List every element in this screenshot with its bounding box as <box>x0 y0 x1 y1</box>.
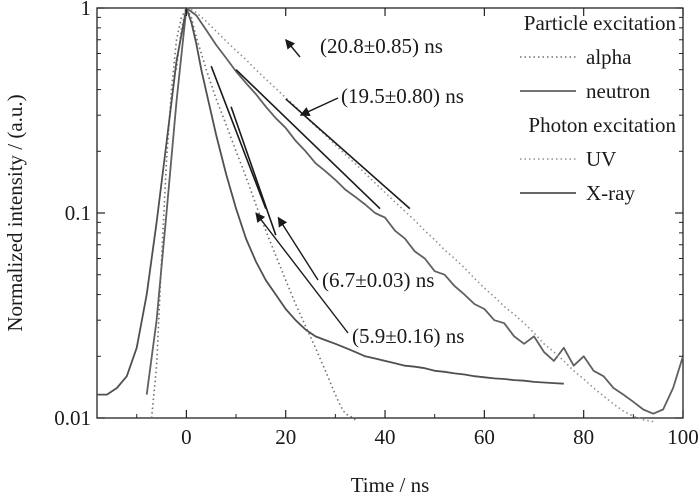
series-alpha <box>150 7 356 421</box>
legend-entry-label: neutron <box>586 79 651 103</box>
annotation-label: (20.8±0.85) ns <box>320 34 443 58</box>
x-tick-label: 60 <box>474 425 495 449</box>
series-x-ray <box>97 7 564 396</box>
annotation-label: (6.7±0.03) ns <box>322 268 434 292</box>
fit-lines <box>210 65 411 236</box>
x-tick-label: 0 <box>181 425 192 449</box>
annotation-arrow <box>285 39 301 58</box>
x-tick-label: 40 <box>375 425 396 449</box>
x-tick-label: 80 <box>573 425 594 449</box>
series-uv <box>175 7 654 423</box>
x-axis-label: Time / ns <box>351 473 430 496</box>
fit-line <box>235 69 381 210</box>
y-axis-label: Normalized intensity / (a.u.) <box>3 94 27 331</box>
y-tick-label: 1 <box>81 0 92 20</box>
legend-entry-label: UV <box>586 147 616 171</box>
fit-line <box>230 106 277 236</box>
annotation-arrow <box>277 216 319 281</box>
fit-line <box>210 65 267 209</box>
legend-entry-label: X-ray <box>586 181 635 205</box>
legend-entry-label: alpha <box>586 45 632 69</box>
annotation-label: (19.5±0.80) ns <box>341 84 464 108</box>
annotation-label: (5.9±0.16) ns <box>352 324 464 348</box>
legend: Particle excitation alpha neutron Photon ex… <box>520 11 676 205</box>
series-neutron <box>145 7 684 415</box>
y-tick-label: 0.1 <box>65 201 91 225</box>
legend-group-heading: Photon excitation <box>528 113 676 137</box>
plot-frame <box>96 7 684 419</box>
annotation-arrow <box>255 212 349 334</box>
x-tick-label: 20 <box>275 425 296 449</box>
y-tick-label: 0.01 <box>54 406 91 430</box>
annotation-arrow <box>299 97 339 116</box>
axes: 0 20 40 60 80 100 0.01 0.1 1 <box>54 0 699 449</box>
x-tick-label: 100 <box>667 425 699 449</box>
annotations: (20.8±0.85) ns (19.5±0.80) ns (6.7±0.03) n… <box>255 34 464 348</box>
legend-group-heading: Particle excitation <box>524 11 677 35</box>
fit-line <box>285 98 411 210</box>
plot-area <box>96 7 684 419</box>
series-layer <box>97 7 684 423</box>
